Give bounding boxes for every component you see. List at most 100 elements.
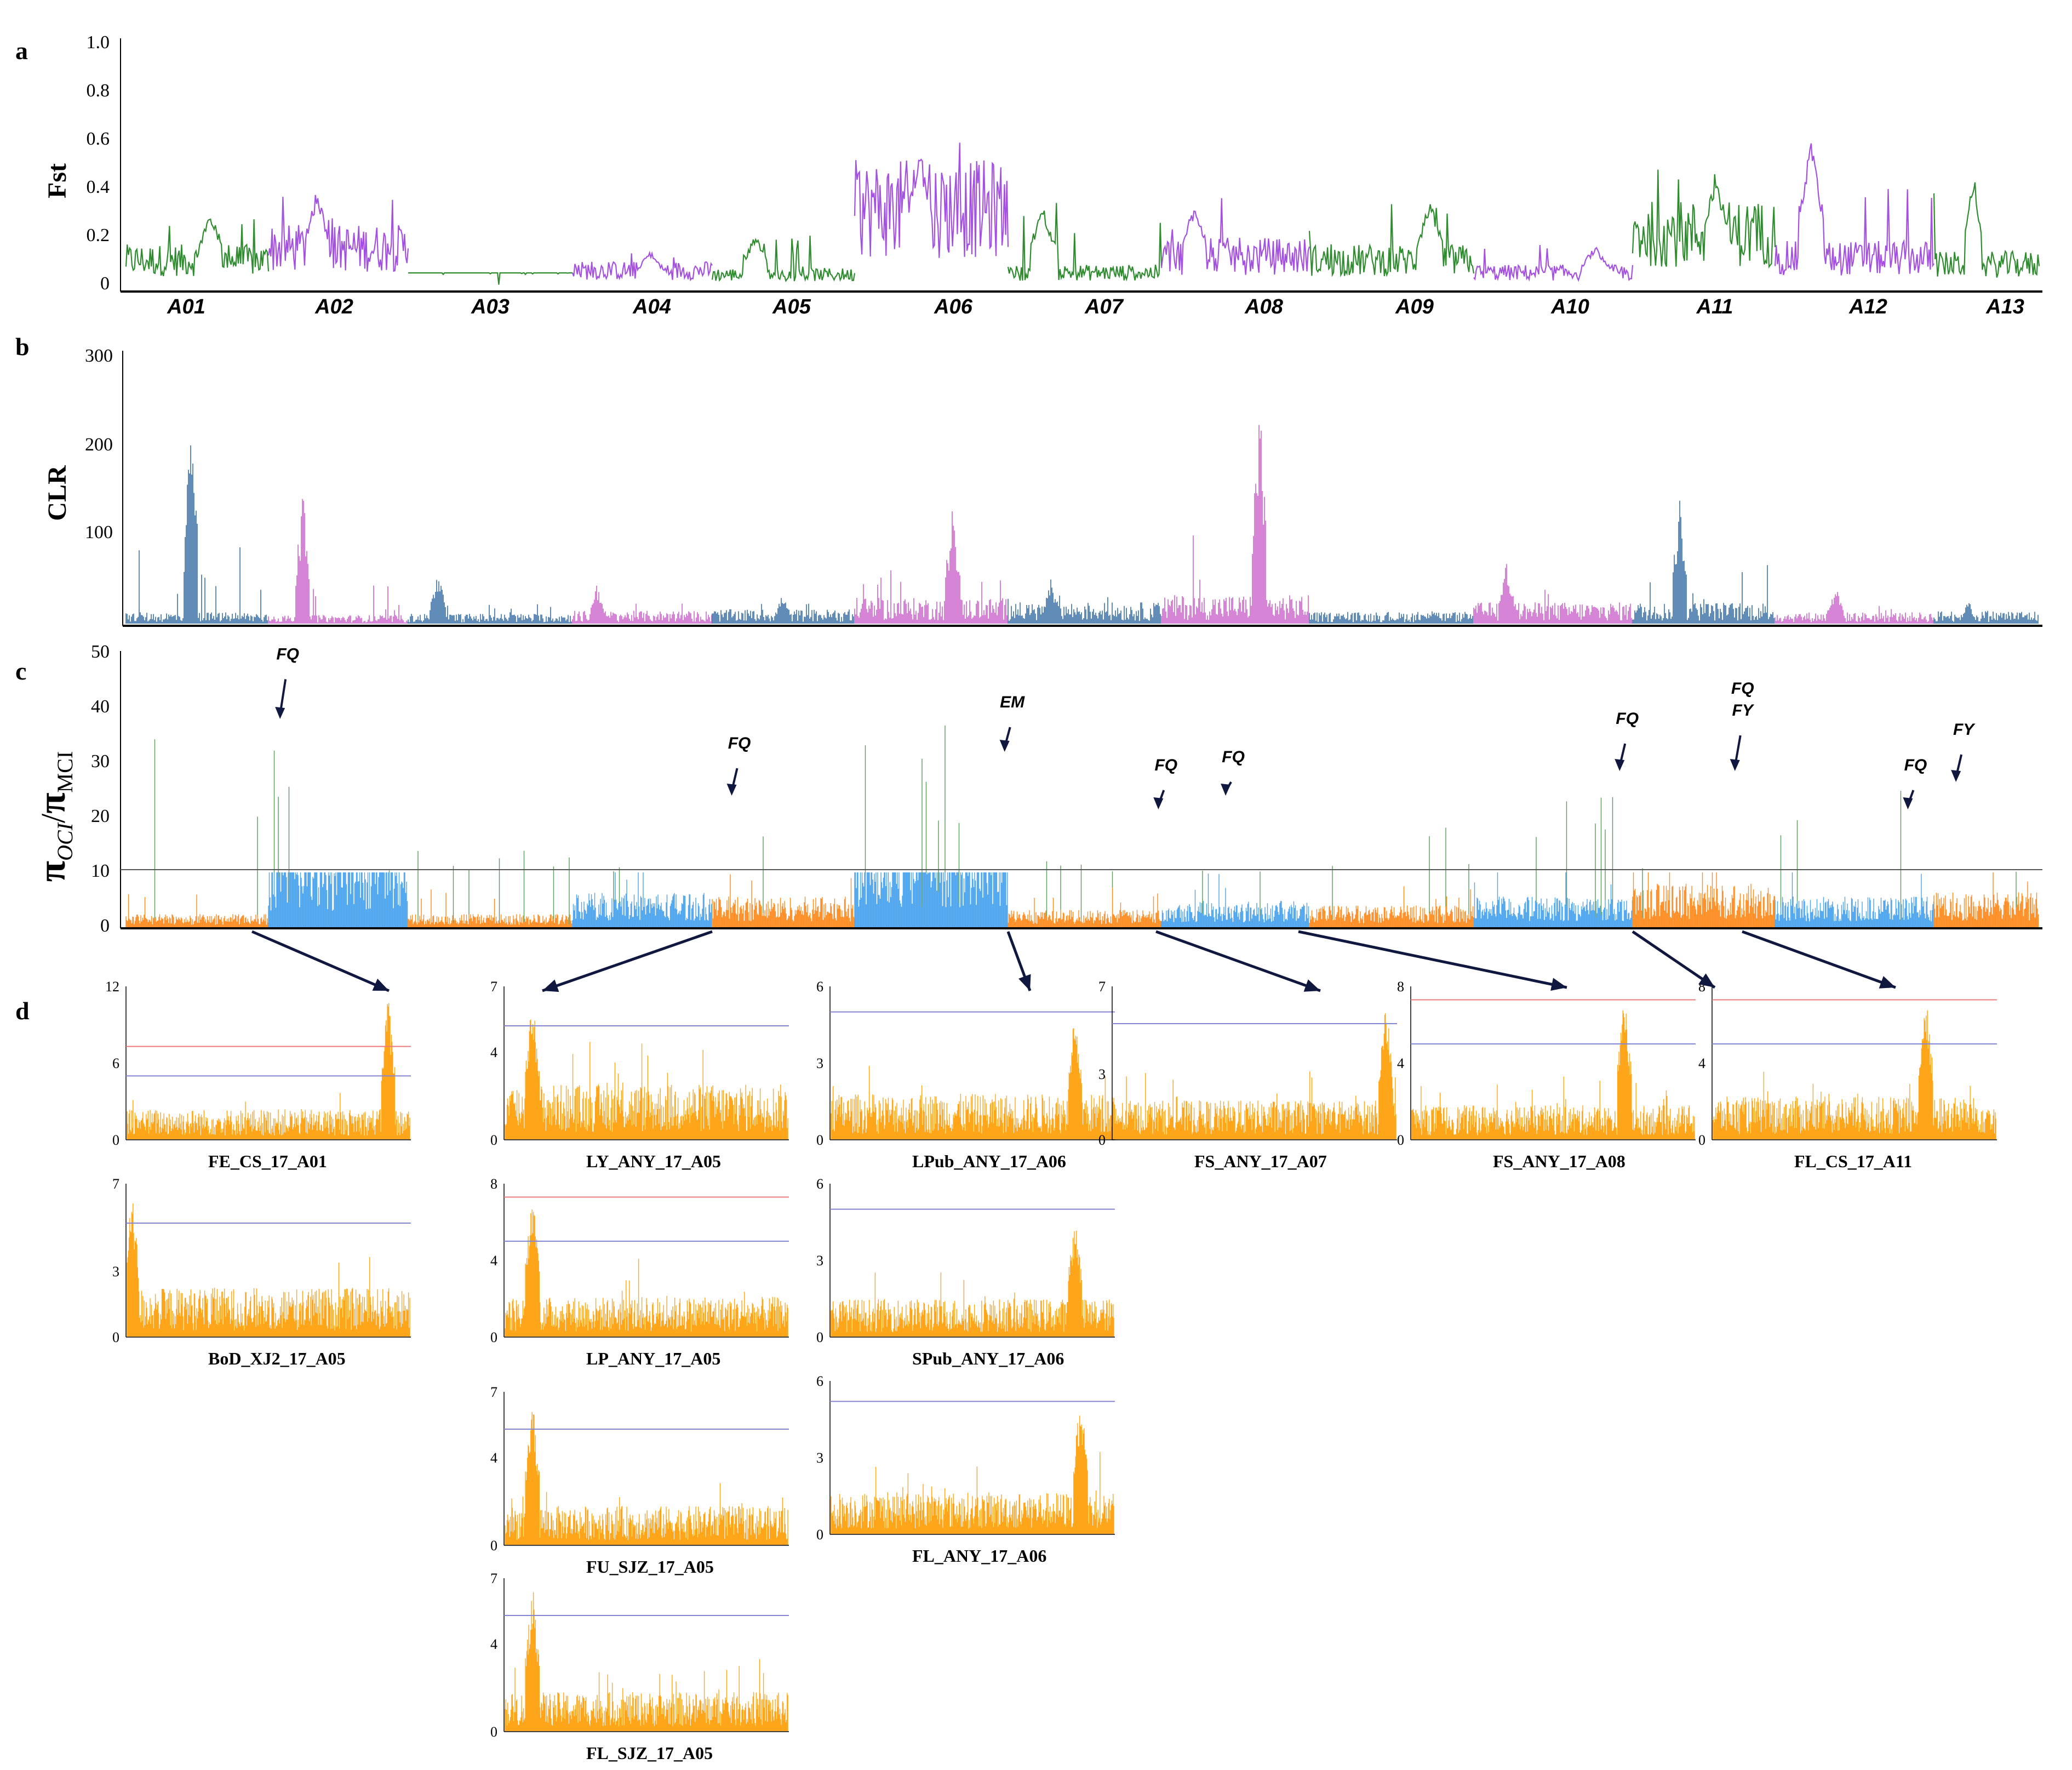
subplot-y-tick: 3	[816, 1055, 823, 1071]
subplot-points	[1113, 1013, 1396, 1139]
gene-annotation: FQ	[726, 734, 751, 796]
gene-annotation: FY	[1951, 721, 1976, 782]
pi-subscript-mci: MCI	[53, 751, 77, 793]
y-tick-label: 20	[91, 806, 110, 826]
fst-line-A02	[267, 195, 409, 272]
arrow-head	[1615, 759, 1625, 771]
ratio-segment-5	[712, 836, 855, 927]
subplot-y-tick: 0	[490, 1132, 497, 1148]
fst-line-A08	[1160, 198, 1310, 275]
clr-segment-12	[1775, 592, 1933, 624]
clr-spikes	[1632, 500, 1775, 624]
ratio-peaks	[273, 750, 390, 903]
y-tick-label: 40	[91, 696, 110, 717]
fst-line-A10	[1473, 245, 1634, 282]
pi-symbol: π	[31, 792, 73, 813]
subplot-points	[505, 1209, 788, 1337]
subplot-y-tick: 0	[112, 1132, 119, 1148]
gene-label: EM	[1000, 693, 1025, 711]
y-ticks-a: 0 0.2 0.4 0.6 0.8 1.0	[87, 32, 110, 294]
subplot-y-tick: 0	[112, 1329, 119, 1345]
fst-line-A05	[711, 235, 856, 282]
gene-annotation: FY FQ	[1730, 680, 1755, 771]
fst-line-A09	[1308, 204, 1475, 278]
ratio-segment-4	[572, 867, 712, 927]
chrom-label-A02: A02	[314, 295, 353, 318]
chrom-label-A12: A12	[1848, 295, 1887, 318]
arrow-head	[1903, 797, 1913, 809]
chrom-label-A09: A09	[1395, 295, 1434, 318]
gwas-subplot-FL_ANY_17_A06: 0 3 6 FL_ANY_17_A06	[816, 1373, 1115, 1566]
connector-arrow	[1298, 930, 1567, 991]
gene-annotation: EM	[999, 693, 1025, 752]
ratio-peaks	[865, 726, 960, 907]
gene-label: FQ	[728, 734, 751, 752]
subplot-y-tick: 7	[112, 1176, 119, 1192]
connector-arrow-head	[372, 978, 389, 991]
subplot-y-tick: 0	[816, 1132, 823, 1148]
y-tick-label: 30	[91, 751, 110, 772]
connector-arrow	[1155, 930, 1321, 992]
gene-annotation: FQ	[275, 646, 299, 719]
connector-arrow-head	[1698, 973, 1715, 987]
connector-arrow	[1742, 930, 1896, 989]
y-tick-label: 0	[100, 916, 110, 936]
chrom-label-A05: A05	[772, 295, 811, 318]
arrow-head	[1153, 797, 1164, 809]
clr-segment-8	[1161, 425, 1309, 624]
subplot-y-tick: 6	[816, 979, 823, 995]
subplot-y-tick: 0	[1397, 1132, 1404, 1148]
arrow-head	[1221, 784, 1231, 796]
ratio-bars	[1473, 872, 1633, 927]
y-axis-title-b: CLR	[43, 465, 72, 521]
subplot-points	[1411, 1010, 1695, 1139]
ratio-bars	[1309, 886, 1474, 927]
y-tick-label: 50	[91, 642, 110, 662]
gwas-subplot-FL_SJZ_17_A05: 0 4 7 FL_SJZ_17_A05	[490, 1571, 789, 1763]
ratio-segment-11	[1632, 868, 1776, 927]
ratio-segment-12	[1775, 791, 1934, 927]
subplot-y-tick: 4	[490, 1450, 497, 1466]
chrom-label-A08: A08	[1244, 295, 1284, 318]
subplot-y-tick: 0	[1098, 1132, 1106, 1148]
panel-label-d: d	[15, 997, 30, 1025]
subplot-title: BoD_XJ2_17_A05	[208, 1349, 346, 1368]
connector-arrow-head	[1018, 974, 1031, 991]
connector-line	[1155, 930, 1321, 992]
clr-spikes	[712, 598, 854, 624]
subplot-y-tick: 8	[1397, 979, 1404, 995]
subplot-y-tick: 8	[490, 1176, 497, 1192]
fst-line-A07	[1007, 203, 1163, 282]
ratio-segment-1	[125, 739, 269, 927]
subplot-points	[127, 1203, 410, 1337]
clr-segment-6	[854, 511, 1008, 624]
subplot-title: FS_ANY_17_A08	[1493, 1151, 1625, 1171]
chrom-label-A01: A01	[167, 295, 205, 318]
arrow-head	[1951, 770, 1961, 782]
connector-arrow-head	[1303, 979, 1320, 992]
clr-segment-2	[268, 499, 408, 624]
gwas-subplot-FS_ANY_17_A07: 0 3 7 FS_ANY_17_A07	[1098, 979, 1397, 1171]
subplot-title: FU_SJZ_17_A05	[586, 1557, 714, 1577]
gene-annotation: FQ	[1903, 756, 1927, 809]
subplot-points	[831, 1230, 1114, 1337]
ratio-bars	[268, 872, 408, 927]
ratio-bars	[1933, 872, 2039, 927]
subplot-y-tick: 0	[816, 1329, 823, 1345]
ratio-bars	[1632, 872, 1776, 927]
ratio-segment-2	[268, 750, 408, 927]
y-tick-label: 0.4	[87, 177, 110, 197]
subplot-points	[127, 1003, 410, 1139]
subplot-y-tick: 4	[1698, 1055, 1705, 1071]
ratio-peaks	[1780, 791, 1902, 921]
connector-arrow	[1632, 930, 1716, 989]
panel-b-clr-chart: b CLR 100 200 300	[15, 333, 2042, 627]
y-ticks-b: 100 200 300	[85, 346, 113, 543]
subplot-points	[831, 1415, 1114, 1534]
subplot-points	[505, 1412, 788, 1545]
panel-label-c: c	[15, 657, 26, 685]
gene-annotation: FQ	[1221, 748, 1245, 796]
ratio-peaks	[154, 739, 258, 919]
arrow-head	[999, 740, 1010, 752]
subplot-y-tick: 4	[490, 1044, 497, 1060]
